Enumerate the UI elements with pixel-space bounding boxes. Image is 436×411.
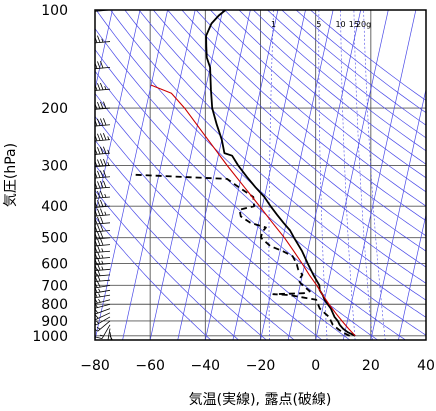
mixing-ratio-label: 10 bbox=[335, 20, 345, 29]
dry-adiabat-line bbox=[181, 10, 426, 222]
wind-barb bbox=[109, 332, 112, 340]
mixing-ratio-line bbox=[340, 10, 356, 340]
x-tick-label: −80 bbox=[80, 358, 110, 374]
y-tick-label: 1000 bbox=[32, 329, 68, 345]
wind-barb bbox=[95, 190, 111, 199]
dry-adiabat-line bbox=[224, 10, 426, 179]
x-axis-title: 気温(実線), 露点(破線) bbox=[189, 392, 332, 408]
y-tick-label: 400 bbox=[41, 199, 68, 215]
wind-barb bbox=[95, 324, 111, 340]
parcel-profile-line bbox=[150, 84, 356, 337]
dry-adiabat-line bbox=[110, 10, 426, 301]
isotherm-line bbox=[287, 10, 362, 340]
mixing-ratio-label: 15 bbox=[349, 20, 359, 29]
dry-adiabat-line bbox=[95, 189, 239, 340]
dry-adiabat-line bbox=[253, 10, 426, 152]
dry-adiabat-line bbox=[167, 10, 426, 237]
isotherm-line bbox=[370, 87, 426, 340]
dry-adiabat-line bbox=[95, 70, 378, 340]
isotherm-line bbox=[398, 212, 426, 340]
mixing-ratio-label: 5 bbox=[316, 20, 321, 29]
wind-barb bbox=[95, 146, 111, 155]
dry-adiabat-line bbox=[195, 10, 426, 207]
isotherm-line bbox=[177, 10, 251, 340]
isotherm-line bbox=[315, 10, 389, 340]
dry-adiabat-line bbox=[95, 92, 351, 340]
dry-adiabat-line bbox=[138, 10, 426, 268]
plot-frame bbox=[94, 9, 427, 341]
x-tick-label: −60 bbox=[135, 358, 165, 374]
y-tick-label: 300 bbox=[41, 158, 68, 174]
y-tick-label: 900 bbox=[41, 314, 68, 330]
y-tick-label: 600 bbox=[41, 257, 68, 273]
mixing-ratio-line bbox=[353, 10, 373, 340]
dry-adiabat-line bbox=[95, 164, 267, 340]
wind-barb bbox=[95, 216, 111, 225]
wind-barb bbox=[95, 320, 111, 332]
label-layer: 気圧(hPa) 気温(実線), 露点(破線) 1 5 10 1520g10020030… bbox=[3, 3, 435, 408]
dry-adiabat-line bbox=[210, 10, 426, 193]
mixing-ratio-label: 20g bbox=[356, 20, 371, 29]
mixing-ratio-line bbox=[318, 10, 328, 340]
profile-layer bbox=[131, 10, 356, 337]
dry-adiabat-line bbox=[238, 10, 426, 165]
wind-barb bbox=[95, 312, 111, 320]
mixing-ratio-line bbox=[363, 10, 386, 340]
adiabat-layer bbox=[95, 10, 426, 340]
mixing-ratio-label: 1 bbox=[271, 20, 276, 29]
dewpoint-profile-line bbox=[131, 173, 351, 337]
wind-barb bbox=[95, 118, 111, 127]
isotherm-line bbox=[95, 10, 168, 340]
isotherm-line bbox=[260, 10, 334, 340]
y-tick-label: 800 bbox=[41, 297, 68, 313]
y-tick-label: 500 bbox=[41, 231, 68, 247]
dry-adiabat-line bbox=[95, 139, 295, 340]
wind-barb bbox=[107, 328, 111, 340]
y-tick-label: 200 bbox=[41, 101, 68, 117]
dry-adiabat-line bbox=[95, 216, 212, 340]
x-tick-label: 40 bbox=[417, 358, 435, 374]
dry-adiabat-line bbox=[124, 10, 426, 284]
dry-adiabat-line bbox=[153, 10, 426, 252]
mixing-ratio-line bbox=[268, 10, 274, 340]
dry-adiabat-line bbox=[95, 115, 323, 340]
dry-adiabat-line bbox=[95, 28, 426, 336]
isotherm-line bbox=[342, 10, 417, 340]
isotherm-line bbox=[95, 10, 113, 91]
y-tick-label: 100 bbox=[41, 3, 68, 19]
temperature-profile-line bbox=[205, 10, 356, 337]
dry-adiabat-line bbox=[95, 48, 406, 340]
y-tick-label: 700 bbox=[41, 278, 68, 294]
y-axis-title: 気圧(hPa) bbox=[3, 143, 19, 207]
isotherm-line bbox=[149, 10, 224, 340]
isotherm-line bbox=[95, 10, 141, 217]
x-tick-label: 20 bbox=[362, 358, 380, 374]
x-tick-label: −40 bbox=[191, 358, 221, 374]
x-tick-label: 0 bbox=[311, 358, 320, 374]
x-tick-label: −20 bbox=[246, 358, 276, 374]
